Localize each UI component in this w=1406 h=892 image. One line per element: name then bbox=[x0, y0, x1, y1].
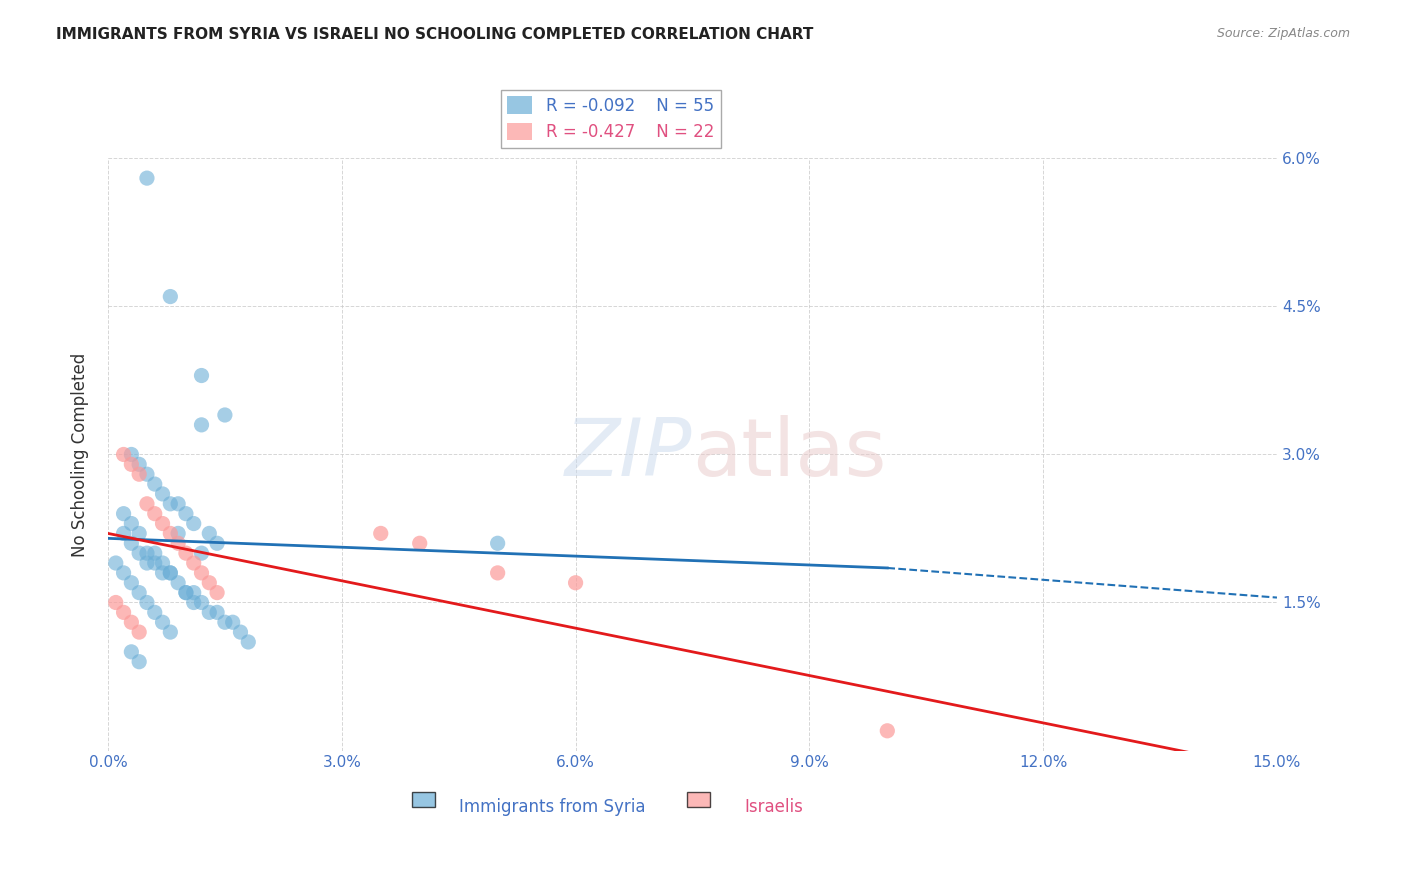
Point bbox=[190, 566, 212, 580]
Point bbox=[409, 536, 432, 550]
Point bbox=[174, 507, 197, 521]
Text: Immigrants from Syria: Immigrants from Syria bbox=[458, 798, 645, 816]
Point bbox=[167, 536, 190, 550]
Point bbox=[198, 606, 221, 620]
Point bbox=[128, 655, 150, 669]
Point bbox=[214, 615, 236, 630]
Point bbox=[152, 487, 174, 501]
Point bbox=[205, 585, 228, 599]
Legend: R = -0.092    N = 55, R = -0.427    N = 22: R = -0.092 N = 55, R = -0.427 N = 22 bbox=[501, 90, 721, 148]
Point bbox=[174, 585, 197, 599]
Point bbox=[183, 516, 205, 531]
Point bbox=[120, 615, 142, 630]
Text: IMMIGRANTS FROM SYRIA VS ISRAELI NO SCHOOLING COMPLETED CORRELATION CHART: IMMIGRANTS FROM SYRIA VS ISRAELI NO SCHO… bbox=[56, 27, 814, 42]
Point bbox=[205, 606, 228, 620]
Point bbox=[198, 575, 221, 590]
Point bbox=[120, 575, 142, 590]
Point bbox=[159, 289, 181, 303]
Point bbox=[136, 595, 159, 609]
Text: Source: ZipAtlas.com: Source: ZipAtlas.com bbox=[1216, 27, 1350, 40]
Point bbox=[229, 625, 252, 640]
Point bbox=[174, 546, 197, 560]
Point bbox=[136, 497, 159, 511]
Point bbox=[183, 595, 205, 609]
Point bbox=[370, 526, 392, 541]
Point bbox=[112, 566, 135, 580]
Point bbox=[104, 595, 127, 609]
Point bbox=[190, 417, 212, 432]
Point bbox=[104, 556, 127, 570]
Point bbox=[112, 526, 135, 541]
Point bbox=[143, 477, 166, 491]
Point bbox=[152, 556, 174, 570]
Point bbox=[143, 556, 166, 570]
Point bbox=[143, 606, 166, 620]
Point bbox=[128, 458, 150, 472]
Text: ZIP: ZIP bbox=[565, 416, 693, 493]
Point bbox=[120, 447, 142, 461]
Text: Israelis: Israelis bbox=[745, 798, 804, 816]
Point bbox=[136, 467, 159, 482]
Point bbox=[152, 615, 174, 630]
Point bbox=[205, 536, 228, 550]
Point bbox=[143, 546, 166, 560]
Point bbox=[183, 585, 205, 599]
Point bbox=[112, 447, 135, 461]
Point bbox=[128, 526, 150, 541]
Point bbox=[190, 595, 212, 609]
Point bbox=[238, 635, 260, 649]
Point bbox=[198, 526, 221, 541]
Point bbox=[167, 526, 190, 541]
Point bbox=[564, 575, 586, 590]
Point bbox=[159, 566, 181, 580]
Point bbox=[136, 546, 159, 560]
Point bbox=[128, 467, 150, 482]
Point bbox=[486, 536, 509, 550]
Point bbox=[136, 556, 159, 570]
Point bbox=[112, 606, 135, 620]
Point bbox=[486, 566, 509, 580]
Point bbox=[136, 171, 159, 186]
Point bbox=[112, 507, 135, 521]
Y-axis label: No Schooling Completed: No Schooling Completed bbox=[72, 352, 89, 557]
Point bbox=[190, 368, 212, 383]
Point bbox=[190, 546, 212, 560]
Point bbox=[120, 458, 142, 472]
Point bbox=[152, 516, 174, 531]
Point bbox=[152, 566, 174, 580]
Point bbox=[143, 507, 166, 521]
Point bbox=[120, 536, 142, 550]
Point bbox=[174, 585, 197, 599]
Point bbox=[167, 575, 190, 590]
Point bbox=[128, 625, 150, 640]
Point bbox=[167, 497, 190, 511]
Point bbox=[214, 408, 236, 422]
Point bbox=[120, 516, 142, 531]
Point bbox=[221, 615, 243, 630]
Text: atlas: atlas bbox=[693, 416, 887, 493]
FancyBboxPatch shape bbox=[686, 792, 710, 806]
Point bbox=[128, 585, 150, 599]
Point bbox=[876, 723, 898, 738]
Point bbox=[120, 645, 142, 659]
Point bbox=[159, 526, 181, 541]
Point bbox=[159, 497, 181, 511]
Point bbox=[159, 625, 181, 640]
Point bbox=[128, 546, 150, 560]
Point bbox=[183, 556, 205, 570]
Point bbox=[159, 566, 181, 580]
FancyBboxPatch shape bbox=[412, 792, 436, 806]
